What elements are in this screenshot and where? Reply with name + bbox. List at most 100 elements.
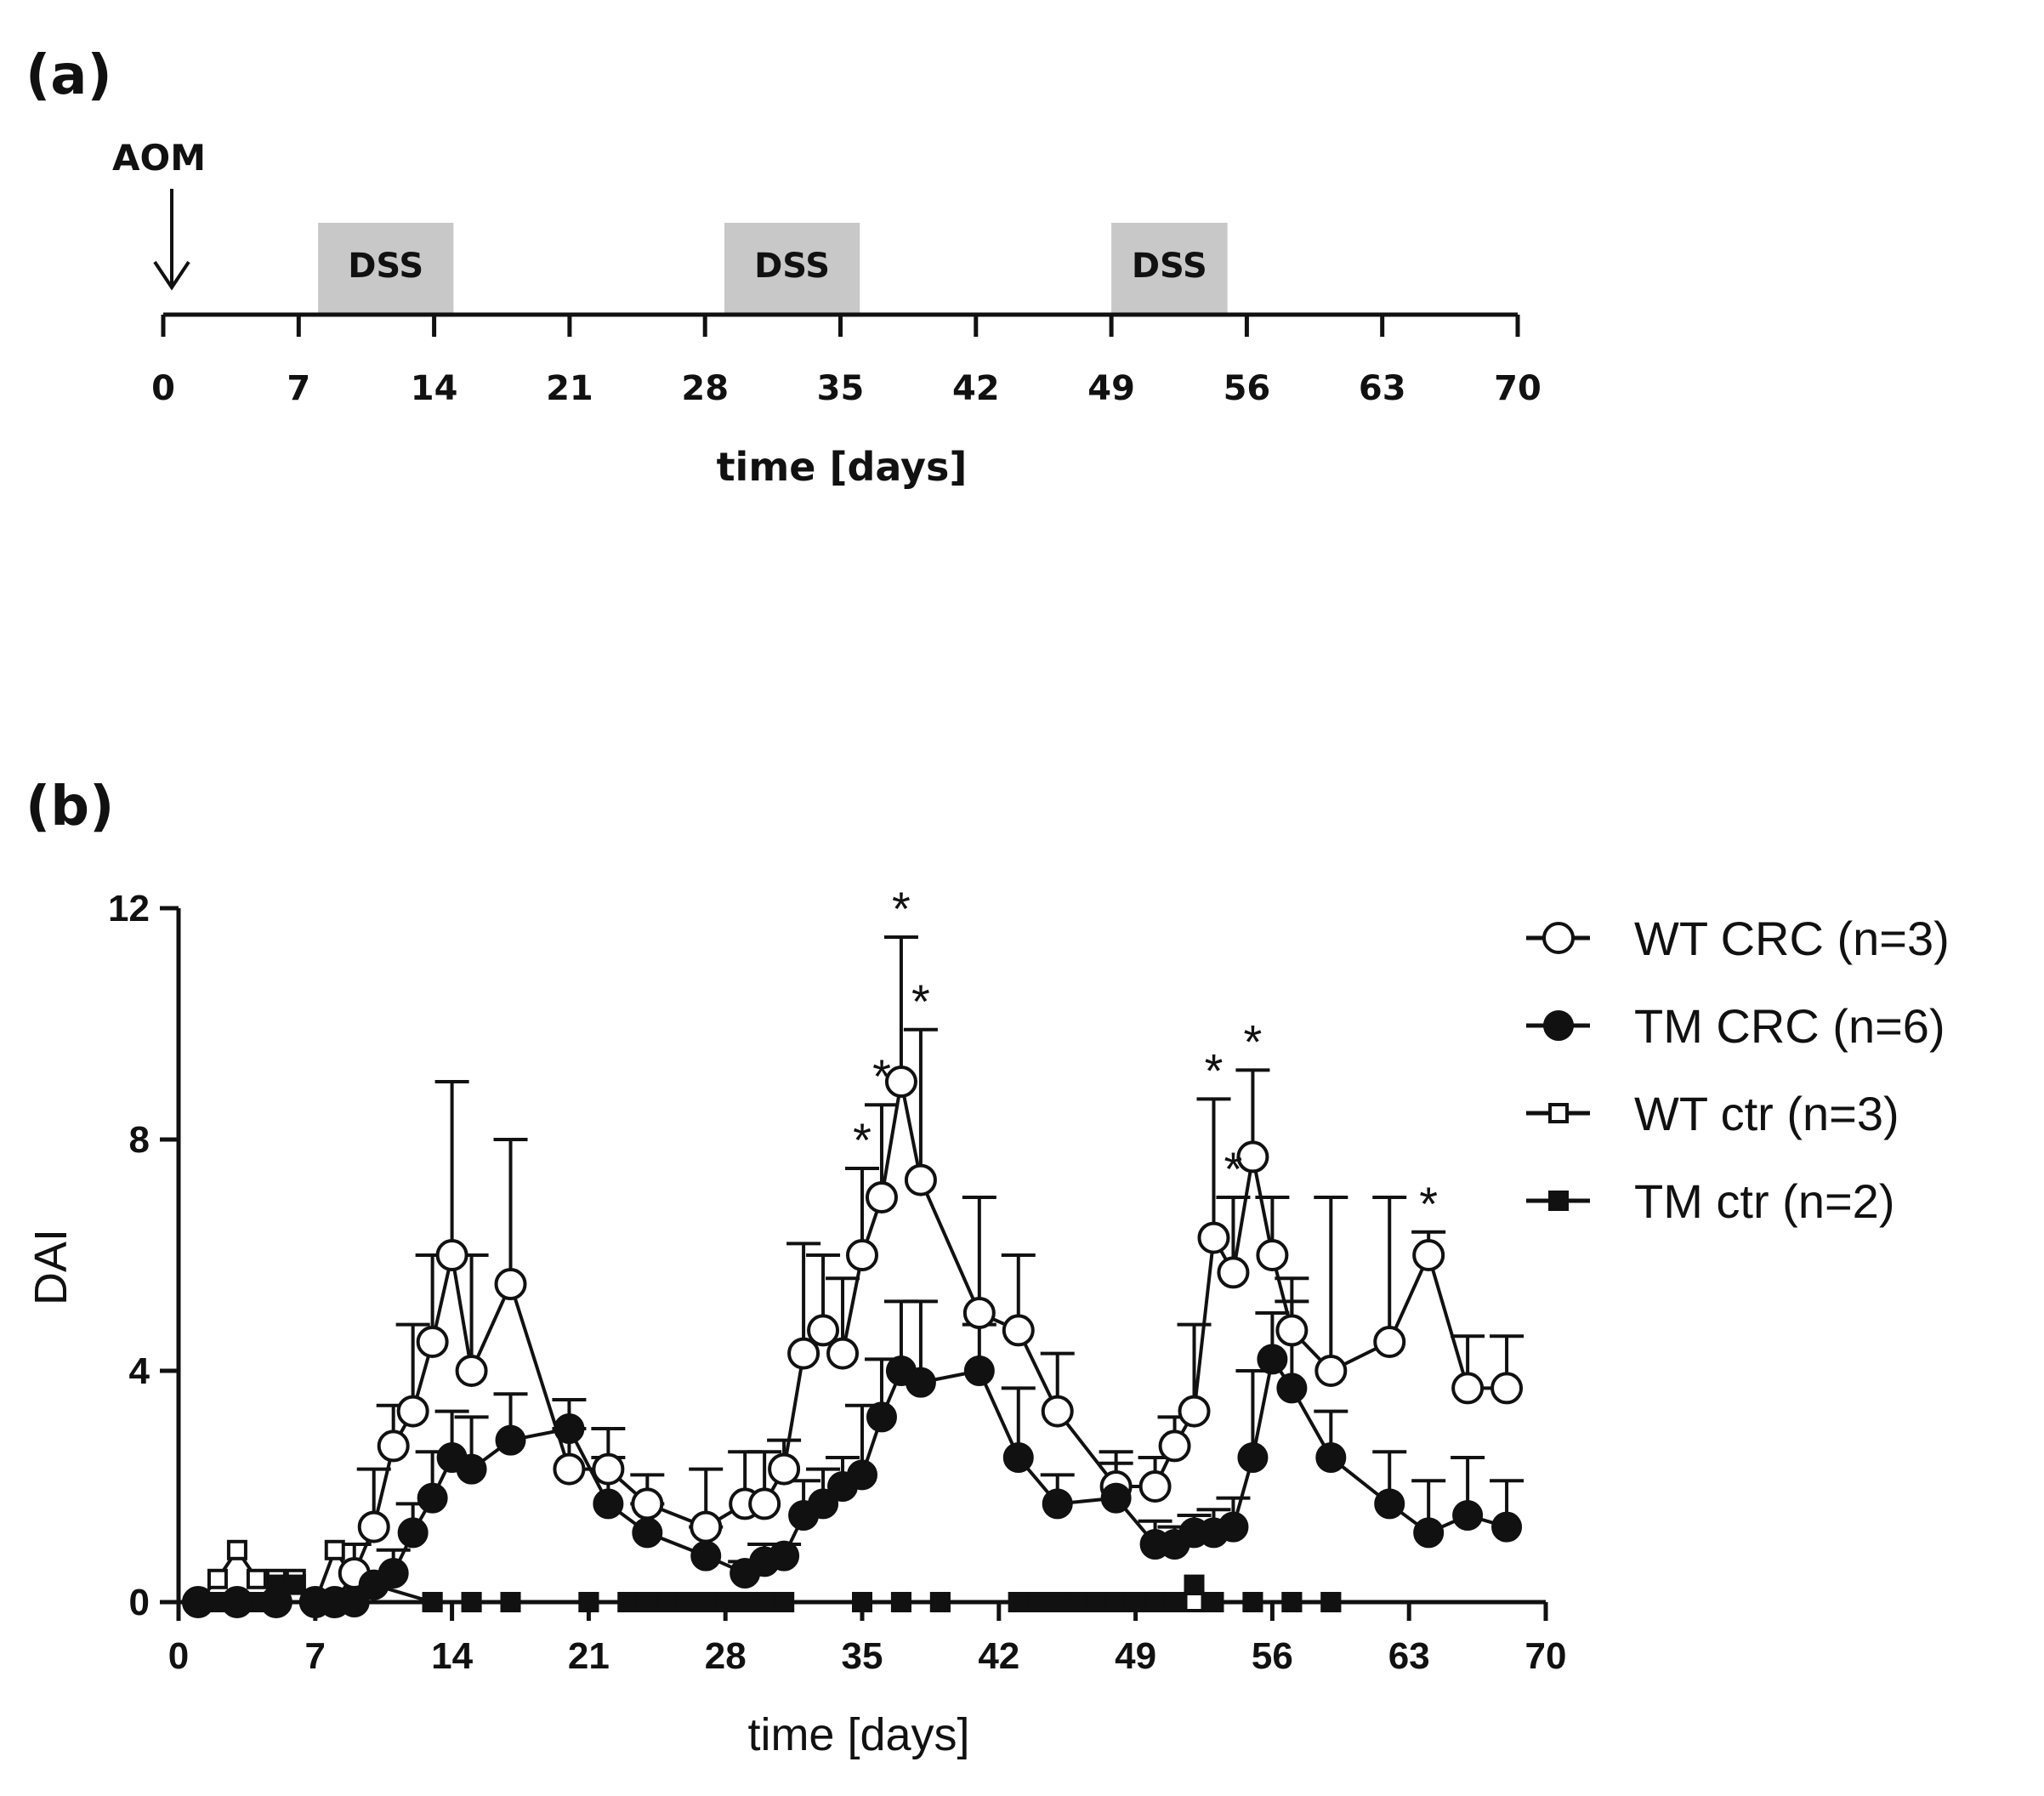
x-tick-label: 21: [568, 1635, 610, 1677]
legend-entry: WT CRC (n=3): [1634, 912, 1950, 965]
legend-marker: [1543, 1010, 1574, 1041]
data-point: [260, 1587, 292, 1617]
data-point: [1314, 1355, 1348, 1387]
data-point: [357, 1510, 390, 1543]
x-tick-label: 35: [842, 1635, 883, 1677]
data-point: [1164, 1592, 1185, 1612]
x-tick-label: 70: [1525, 1635, 1567, 1677]
data-point: [1373, 1326, 1406, 1358]
significance-markers: ********: [853, 882, 1438, 1230]
data-point: [1086, 1592, 1107, 1612]
data-point: [1178, 1395, 1211, 1428]
data-point: [338, 1587, 370, 1617]
legend-marker: [1542, 922, 1575, 954]
panel-a-label: (a): [26, 44, 112, 107]
data-point: [768, 1452, 801, 1486]
series-markers: [181, 1066, 1524, 1618]
data-point: [1412, 1239, 1445, 1271]
data-point: [1125, 1592, 1146, 1612]
data-point: [1218, 1511, 1249, 1543]
data-point: [500, 1592, 521, 1612]
panel-a-timeline: (a) AOM DSS DSS DSS 0 7 14 21 28 35 42 49 56 63 70 t…: [26, 44, 1542, 490]
data-point: [1276, 1373, 1308, 1404]
data-point: [1002, 1314, 1035, 1347]
x-tick-label: 14: [431, 1635, 473, 1677]
data-point: [417, 1482, 448, 1514]
significance-star: *: [853, 1113, 872, 1167]
dss-block: [1111, 223, 1228, 315]
data-point: [1413, 1517, 1445, 1549]
data-point: [553, 1452, 586, 1486]
timeline-tick-label: 70: [1494, 369, 1542, 408]
data-point: [1002, 1442, 1034, 1473]
data-point: [246, 1568, 267, 1589]
data-point: [1105, 1592, 1127, 1612]
data-point: [578, 1592, 599, 1612]
x-axis-label: time [days]: [747, 1709, 969, 1760]
y-tick-label: 12: [108, 888, 150, 929]
data-point: [455, 1355, 488, 1387]
significance-star: *: [872, 1049, 891, 1103]
data-point: [324, 1539, 345, 1560]
data-point: [1237, 1442, 1269, 1473]
x-tick-label: 7: [305, 1635, 326, 1677]
dss-block: [724, 223, 860, 315]
data-point: [676, 1592, 697, 1612]
timeline-tick-label: 49: [1087, 369, 1135, 408]
timeline-tick-label: 0: [151, 369, 175, 408]
legend-entry: TM CRC (n=6): [1634, 999, 1945, 1053]
data-point: [1256, 1239, 1289, 1271]
x-tick-label: 49: [1115, 1635, 1156, 1677]
data-point: [1242, 1592, 1263, 1612]
timeline-tick-label: 35: [817, 369, 865, 408]
timeline-tick-label: 28: [681, 369, 729, 408]
x-tick-label: 42: [978, 1635, 1019, 1677]
data-point: [696, 1592, 717, 1612]
timeline-tick-label: 56: [1224, 369, 1271, 408]
data-point: [1184, 1574, 1205, 1595]
data-point: [1041, 1395, 1074, 1428]
data-point: [774, 1592, 795, 1612]
data-point: [554, 1413, 585, 1444]
data-point: [847, 1459, 877, 1491]
data-point: [1491, 1511, 1523, 1543]
legend-marker: [1548, 1103, 1569, 1123]
y-tick-label: 0: [129, 1582, 150, 1623]
data-point: [748, 1487, 781, 1520]
dss-periods: DSS DSS DSS: [318, 223, 1228, 315]
aom-arrow-icon: [153, 189, 190, 291]
data-point: [285, 1574, 306, 1595]
legend-entry: WT ctr (n=3): [1634, 1087, 1899, 1140]
data-point: [422, 1592, 443, 1612]
significance-star: *: [911, 975, 930, 1028]
y-tick-label: 8: [129, 1119, 150, 1161]
timeline-tick-label: 42: [952, 369, 1000, 408]
data-point: [416, 1326, 449, 1358]
x-tick-label: 56: [1252, 1635, 1293, 1677]
data-point: [617, 1592, 639, 1612]
data-point: [884, 1066, 917, 1098]
data-point: [1236, 1140, 1269, 1174]
data-point: [1100, 1482, 1132, 1514]
data-point: [1047, 1592, 1068, 1612]
data-point: [826, 1337, 860, 1370]
data-point: [456, 1453, 487, 1485]
data-point: [592, 1452, 625, 1486]
data-point: [865, 1181, 898, 1213]
significance-star: *: [1224, 1142, 1243, 1196]
data-point: [226, 1539, 247, 1560]
timeline-axis-label: time [days]: [717, 444, 968, 490]
data-point: [1158, 1429, 1191, 1463]
data-point: [1138, 1470, 1172, 1503]
data-point: [461, 1592, 482, 1612]
data-point: [962, 1297, 996, 1329]
data-point: [1042, 1488, 1073, 1520]
data-point: [1197, 1221, 1230, 1254]
x-tick-label: 63: [1388, 1635, 1430, 1677]
data-point: [769, 1540, 800, 1572]
data-point: [378, 1558, 409, 1589]
panel-b-label: (b): [26, 776, 114, 838]
data-point: [690, 1540, 722, 1572]
y-axis-label: DAI: [26, 1229, 77, 1305]
data-point: [1008, 1592, 1029, 1612]
